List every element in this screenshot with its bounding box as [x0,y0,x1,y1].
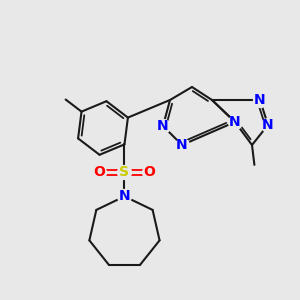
Text: N: N [229,115,241,129]
Text: N: N [119,189,130,203]
Text: O: O [143,165,155,179]
Text: N: N [157,119,169,133]
Text: S: S [119,165,130,179]
Text: N: N [262,118,274,132]
Text: O: O [94,165,105,179]
Text: N: N [254,93,266,107]
Text: N: N [176,138,188,152]
